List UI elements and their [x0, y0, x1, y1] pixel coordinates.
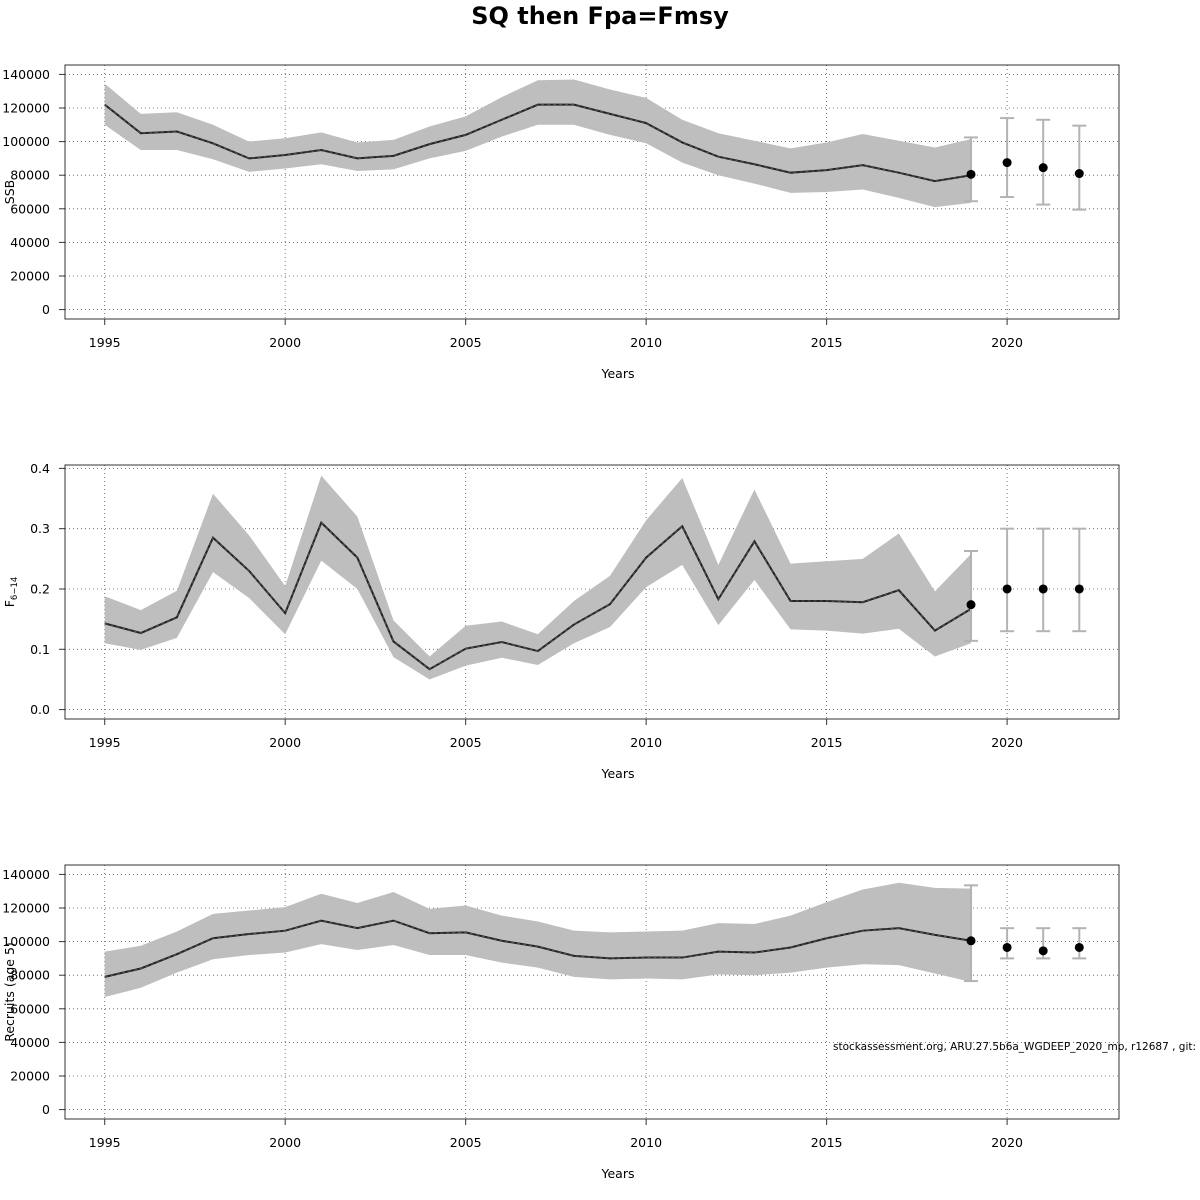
recruits-forecast-point [1038, 946, 1048, 956]
ssb-forecast-point [966, 169, 976, 179]
f-plot-frame [64, 464, 1120, 720]
ssb-ytick-label: 40000 [10, 235, 50, 250]
recruits-forecast-point [1002, 942, 1012, 952]
recruits-confidence-band [104, 882, 972, 998]
ssb-ytick-label: 100000 [2, 134, 50, 149]
ssb-xtick-label: 1995 [89, 335, 121, 350]
recruits-xtick-label: 2000 [269, 1135, 301, 1150]
f-ytick-label: 0.0 [30, 702, 50, 717]
recruits-xtick-label: 2020 [991, 1135, 1023, 1150]
ssb-forecast-point [1074, 169, 1084, 179]
recruits-xtick-label: 2010 [630, 1135, 662, 1150]
f-forecast-point [1002, 584, 1012, 594]
ssb-plot-frame [64, 64, 1120, 320]
f-xtick-label: 2000 [269, 735, 301, 750]
ssb-xtick-label: 2020 [991, 335, 1023, 350]
f-x-axis-label: Years [601, 766, 635, 781]
recruits-ytick-label: 120000 [2, 901, 50, 916]
f-xtick-label: 2010 [630, 735, 662, 750]
f-xtick-label: 1995 [89, 735, 121, 750]
recruits-plot-frame [64, 864, 1120, 1120]
ssb-xtick-label: 2015 [811, 335, 843, 350]
f-xtick-label: 2005 [450, 735, 482, 750]
ssb-xtick-label: 2005 [450, 335, 482, 350]
f-ytick-label: 0.2 [30, 581, 50, 596]
recruits-ytick-label: 140000 [2, 867, 50, 882]
ssb-x-axis-label: Years [601, 366, 635, 381]
recruits-xtick-label: 2005 [450, 1135, 482, 1150]
ssb-ytick-label: 60000 [10, 201, 50, 216]
ssb-ytick-label: 0 [42, 302, 50, 317]
f-estimate-dash [104, 521, 972, 670]
recruits-ytick-label: 80000 [10, 968, 50, 983]
f-forecast-point [1038, 584, 1048, 594]
ssb-panel: 1995 2000 2005 2010 2015 2020 0 20000 40000 60000… [2, 64, 1120, 381]
ssb-estimate-dash [104, 104, 972, 182]
ssb-forecast-point [1002, 158, 1012, 168]
ssb-ytick-label: 20000 [10, 268, 50, 283]
f-xtick-label: 2015 [811, 735, 843, 750]
recruits-ytick-label: 100000 [2, 934, 50, 949]
recruits-ytick-label: 20000 [10, 1068, 50, 1083]
ssb-xtick-label: 2010 [630, 335, 662, 350]
f-ytick-label: 0.1 [30, 642, 50, 657]
f-y-axis-label: F6−14 [2, 577, 20, 608]
ssb-forecast-point [1038, 163, 1048, 173]
recruits-xtick-label: 1995 [89, 1135, 121, 1150]
ssb-y-axis-label: SSB [2, 180, 17, 204]
recruits-ytick-label: 60000 [10, 1001, 50, 1016]
f-forecast-point [966, 600, 976, 610]
f-xtick-label: 2020 [991, 735, 1023, 750]
source-footnote: stockassessment.org, ARU.27.5b6a_WGDEEP_… [833, 1041, 1200, 1053]
recruits-ytick-label: 40000 [10, 1035, 50, 1050]
ssb-confidence-band [104, 79, 972, 208]
recruits-panel: 1995 2000 2005 2010 2015 2020 0 20000 40000 60000… [2, 864, 1120, 1181]
recruits-x-axis-label: Years [601, 1166, 635, 1181]
recruits-forecast-point [966, 936, 976, 946]
chart-title: SQ then Fpa=Fmsy [471, 2, 729, 30]
recruits-ytick-label: 0 [42, 1102, 50, 1117]
f-confidence-band [104, 475, 972, 680]
ssb-ytick-label: 120000 [2, 101, 50, 116]
ssb-ytick-label: 80000 [10, 168, 50, 183]
f-forecast-point [1074, 584, 1084, 594]
f-y-axis-label-subscript: 6−14 [10, 577, 20, 600]
recruits-y-axis-label: Recruits (age 5) [2, 942, 17, 1042]
recruits-estimate-dash [104, 920, 972, 978]
ssb-xtick-label: 2000 [269, 335, 301, 350]
f-ytick-label: 0.3 [30, 521, 50, 536]
f-ytick-label: 0.4 [30, 461, 50, 476]
recruits-xtick-label: 2015 [811, 1135, 843, 1150]
ssb-ytick-label: 140000 [2, 67, 50, 82]
recruits-forecast-point [1074, 942, 1084, 952]
f-panel: 1995 2000 2005 2010 2015 2020 0.0 0.1 0.2 0.3 0.4 Y… [2, 461, 1120, 781]
